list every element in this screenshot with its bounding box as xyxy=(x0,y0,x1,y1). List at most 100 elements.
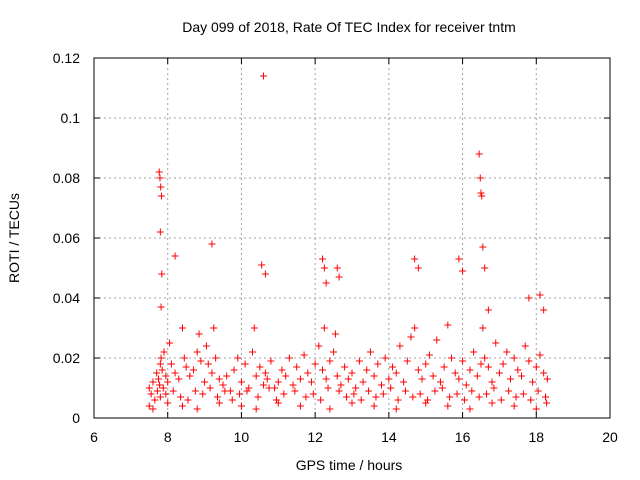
data-point xyxy=(335,273,343,281)
data-point xyxy=(195,330,203,338)
data-point xyxy=(377,381,385,389)
data-point xyxy=(350,390,358,398)
data-point xyxy=(320,324,328,332)
data-point xyxy=(307,378,315,386)
data-point xyxy=(219,381,227,389)
data-point xyxy=(481,264,489,272)
data-point xyxy=(243,387,251,395)
data-point xyxy=(175,375,183,383)
data-point xyxy=(178,324,186,332)
data-point xyxy=(387,384,395,392)
data-point xyxy=(401,387,409,395)
data-point xyxy=(221,387,229,395)
data-point xyxy=(145,402,153,410)
data-point xyxy=(505,387,513,395)
data-point xyxy=(274,399,282,407)
data-point xyxy=(396,342,404,350)
data-point xyxy=(322,375,330,383)
data-point xyxy=(529,378,537,386)
data-point xyxy=(448,354,456,362)
data-point xyxy=(171,369,179,377)
data-point xyxy=(215,399,223,407)
data-point xyxy=(180,354,188,362)
data-point xyxy=(260,381,268,389)
data-point xyxy=(466,366,474,374)
data-point xyxy=(460,396,468,404)
data-point xyxy=(326,357,334,365)
data-point xyxy=(536,351,544,359)
data-point xyxy=(206,384,214,392)
data-point xyxy=(280,390,288,398)
data-point xyxy=(477,360,485,368)
data-point xyxy=(510,402,518,410)
data-point xyxy=(422,399,430,407)
data-point xyxy=(149,378,157,386)
data-point xyxy=(145,384,153,392)
data-point xyxy=(392,369,400,377)
data-point xyxy=(479,324,487,332)
data-point xyxy=(475,393,483,401)
data-point xyxy=(156,174,164,182)
data-point xyxy=(267,357,275,365)
data-point xyxy=(425,351,433,359)
data-point xyxy=(236,390,244,398)
data-point xyxy=(153,387,161,395)
data-point xyxy=(499,360,507,368)
data-point xyxy=(296,402,304,410)
data-point xyxy=(159,384,167,392)
data-point xyxy=(317,396,325,404)
data-point xyxy=(193,348,201,356)
data-point xyxy=(190,366,198,374)
data-point xyxy=(455,375,463,383)
data-point xyxy=(197,357,205,365)
data-point xyxy=(518,372,526,380)
data-point xyxy=(536,291,544,299)
data-point xyxy=(519,390,527,398)
data-point xyxy=(407,333,415,341)
data-point xyxy=(258,261,266,269)
x-tick-label: 12 xyxy=(307,429,323,445)
data-point xyxy=(331,330,339,338)
data-point xyxy=(289,381,297,389)
data-point xyxy=(492,339,500,347)
data-point xyxy=(392,405,400,413)
data-point xyxy=(300,351,308,359)
data-point xyxy=(322,279,330,287)
data-point xyxy=(466,405,474,413)
data-point xyxy=(157,354,165,362)
data-point xyxy=(488,378,496,386)
data-point xyxy=(521,342,529,350)
data-point xyxy=(324,384,332,392)
chart-title: Day 099 of 2018, Rate Of TEC Index for r… xyxy=(182,19,516,35)
data-point xyxy=(431,387,439,395)
data-point xyxy=(274,378,282,386)
data-point xyxy=(365,387,373,395)
data-point xyxy=(293,363,301,371)
data-point xyxy=(171,252,179,260)
data-point xyxy=(256,363,264,371)
data-point xyxy=(525,357,533,365)
data-point xyxy=(223,372,231,380)
data-point xyxy=(366,348,374,356)
data-point xyxy=(241,360,249,368)
data-point xyxy=(446,393,454,401)
data-point xyxy=(156,381,164,389)
data-point xyxy=(278,366,286,374)
data-point xyxy=(201,378,209,386)
data-point xyxy=(542,393,549,401)
data-point xyxy=(162,372,170,380)
data-point xyxy=(184,396,192,404)
data-point xyxy=(208,369,216,377)
x-tick-label: 20 xyxy=(602,429,618,445)
data-point xyxy=(374,360,382,368)
data-point xyxy=(153,369,161,377)
data-point xyxy=(543,375,551,383)
data-point xyxy=(151,396,159,404)
data-point xyxy=(215,375,223,383)
data-point xyxy=(468,387,476,395)
data-point xyxy=(319,366,327,374)
x-tick-label: 10 xyxy=(234,429,250,445)
data-point xyxy=(263,375,271,383)
data-point xyxy=(470,348,478,356)
data-point xyxy=(495,369,503,377)
